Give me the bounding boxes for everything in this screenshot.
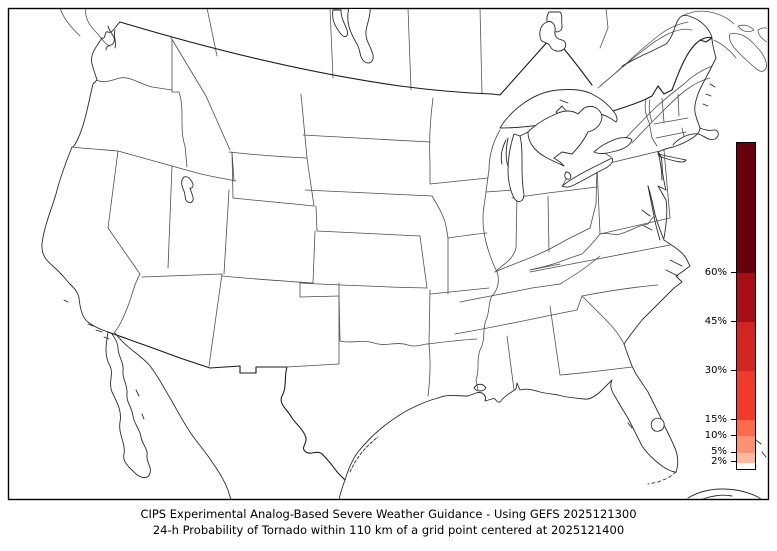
colorbar-tickmark bbox=[731, 461, 736, 463]
colorbar-segment-60-100 bbox=[737, 143, 755, 274]
colorbar-segment-5-10 bbox=[737, 436, 755, 453]
colorbar-tickmark bbox=[731, 370, 736, 372]
colorbar-tick-label: 60% bbox=[704, 266, 727, 278]
colorbar-segment-45-60 bbox=[737, 273, 755, 323]
colorbar-tickmark bbox=[731, 419, 736, 421]
colorbar-tick-label: 5% bbox=[711, 446, 727, 458]
colorbar-segment-10-15 bbox=[737, 420, 755, 437]
colorbar-tick-label: 45% bbox=[704, 315, 727, 327]
colorbar-tickmark bbox=[731, 272, 736, 274]
colorbar-tick-label: 30% bbox=[704, 364, 727, 376]
map-frame bbox=[7, 7, 770, 501]
colorbar-segment-30-45 bbox=[737, 322, 755, 372]
caption-line-2: 24-h Probability of Tornado within 110 k… bbox=[152, 523, 625, 537]
colorbar-segment-15-30 bbox=[737, 371, 755, 421]
colorbar-tick-label: 2% bbox=[711, 455, 727, 467]
probability-colorbar bbox=[736, 142, 756, 470]
colorbar-tickmark bbox=[731, 451, 736, 453]
caption-line-1: CIPS Experimental Analog-Based Severe We… bbox=[140, 507, 637, 521]
colorbar-segment-0-2 bbox=[737, 462, 755, 469]
colorbar-segment-2-5 bbox=[737, 452, 755, 463]
national-borders-layer bbox=[107, 21, 713, 481]
state-borders-layer bbox=[71, 35, 689, 397]
colorbar-tickmark bbox=[731, 321, 736, 323]
colorbar-tick-label: 10% bbox=[704, 429, 727, 441]
lakes-layer bbox=[181, 9, 665, 432]
canada-layer bbox=[59, 9, 767, 95]
colorbar-tick-label: 15% bbox=[704, 413, 727, 425]
colorbar-tickmark bbox=[731, 435, 736, 437]
coastline-layer bbox=[41, 14, 767, 499]
